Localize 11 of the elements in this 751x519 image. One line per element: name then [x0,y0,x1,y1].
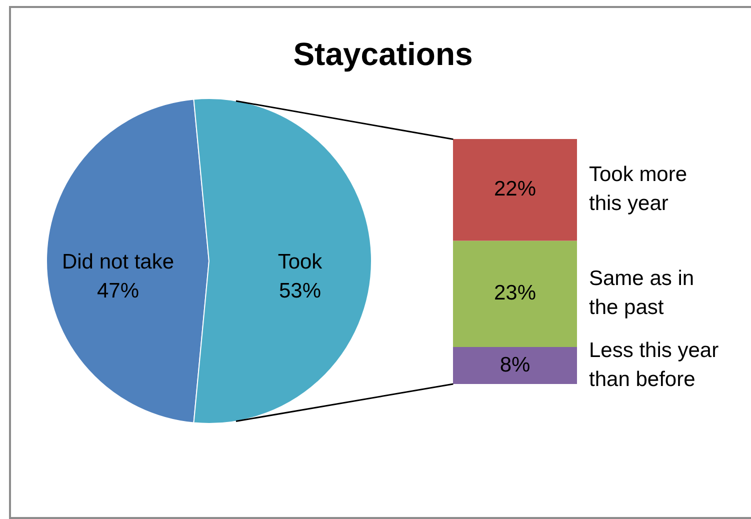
data-label: 22% [494,178,536,201]
data-label: 47% [96,279,140,302]
series-label: Took more this year [589,163,688,216]
slice-label: Did not take [62,250,174,274]
data-label: 23% [494,282,536,305]
data-label: 8% [500,353,530,376]
slice-label: Took [278,250,323,274]
series-label: Less this year than before [589,338,719,391]
series-label: Same as in the past [589,267,694,320]
data-label: 53% [278,279,322,302]
chart-title: Staycations [293,36,473,72]
